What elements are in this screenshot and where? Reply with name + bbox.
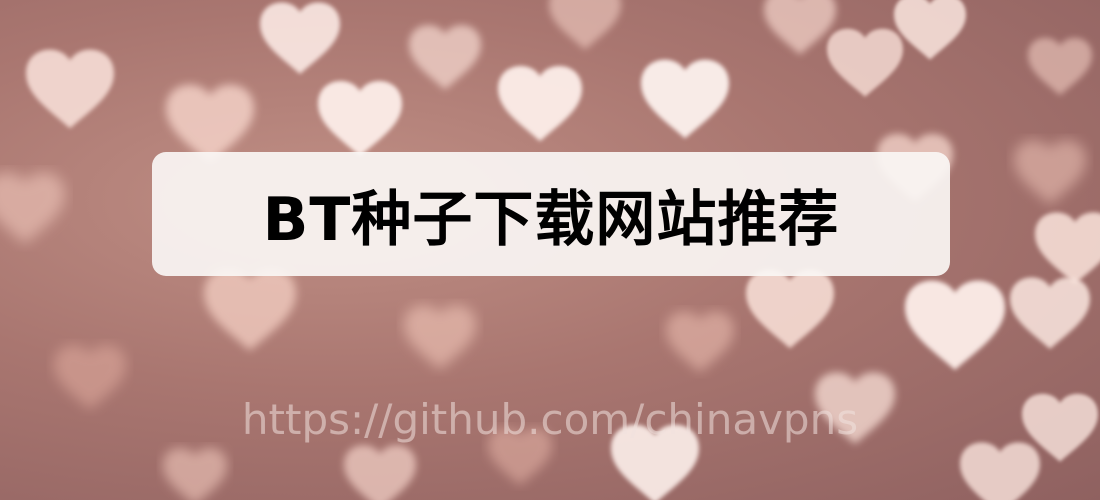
title-card: BT种子下载网站推荐 [152,152,950,276]
page-title: BT种子下载网站推荐 [262,184,840,255]
watermark-url: https://github.com/chinavpns [241,395,859,444]
